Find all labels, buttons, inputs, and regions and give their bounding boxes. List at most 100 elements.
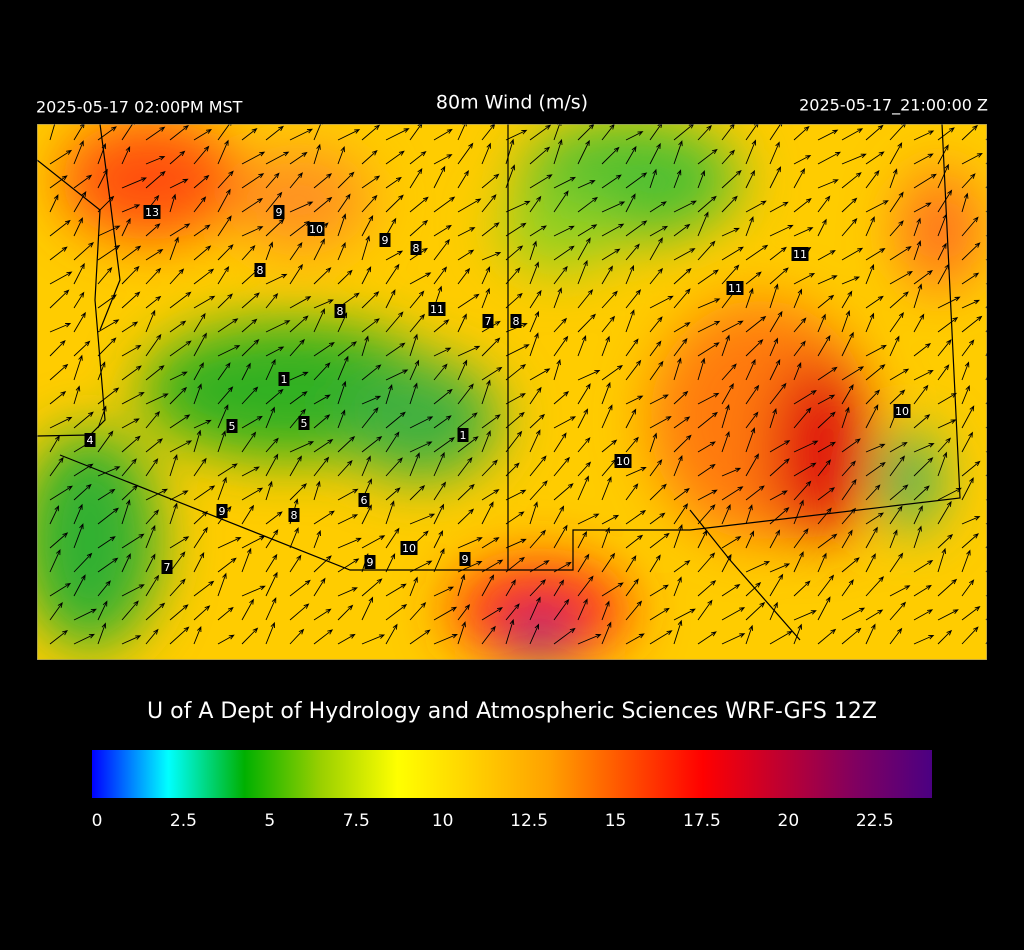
wind-arrow	[769, 283, 779, 309]
wind-arrow	[769, 310, 783, 333]
wind-arrow	[673, 503, 689, 525]
wind-arrow	[409, 441, 433, 453]
wind-arrow	[601, 514, 620, 525]
wind-arrow	[553, 483, 574, 501]
wind-arrow	[985, 522, 987, 525]
wind-arrow	[649, 201, 667, 213]
wind-arrow	[361, 175, 381, 189]
wind-arrow	[313, 341, 335, 357]
wind-arrow	[121, 458, 137, 477]
wind-arrow	[505, 222, 527, 237]
wind-arrow	[433, 503, 445, 525]
wind-arrow	[769, 407, 777, 429]
wind-arrow	[505, 344, 530, 357]
wind-arrow	[817, 218, 827, 237]
wind-arrow	[265, 358, 276, 381]
wind-arrow	[73, 385, 81, 405]
wind-arrow	[433, 196, 456, 213]
wind-arrow	[697, 298, 721, 309]
wind-arrow	[601, 381, 611, 405]
wind-arrow	[865, 263, 875, 285]
wind-arrow	[985, 209, 987, 213]
wind-arrow	[985, 137, 987, 141]
wind-arrow	[913, 609, 934, 621]
wind-arrow	[745, 287, 754, 309]
wind-arrow	[193, 268, 215, 285]
wind-arrow	[193, 383, 202, 405]
wind-arrow	[937, 451, 948, 477]
station-value: 8	[413, 242, 420, 255]
wind-arrow	[289, 172, 303, 189]
wind-arrow	[337, 604, 354, 621]
wind-arrow	[841, 557, 860, 573]
wind-arrow	[817, 411, 836, 429]
wind-arrow	[721, 536, 742, 549]
wind-arrow	[145, 524, 156, 549]
wind-arrow	[577, 180, 596, 189]
wind-arrow	[985, 544, 987, 549]
wind-arrow	[97, 337, 117, 357]
station-value: 9	[462, 553, 469, 566]
wind-arrow	[385, 369, 409, 381]
wind-arrow	[673, 357, 682, 381]
wind-arrow	[793, 317, 807, 333]
colorbar-ticks: 0 2.5 5 7.5 10 12.5 15 17.5 20 22.5	[92, 811, 894, 831]
wind-arrow	[313, 299, 334, 309]
wind-arrow	[769, 267, 789, 285]
wind-arrow	[337, 459, 353, 477]
wind-arrow	[505, 129, 528, 141]
wind-arrow	[625, 289, 642, 309]
station-box	[457, 428, 469, 442]
wind-arrow	[145, 295, 162, 309]
wind-arrow	[553, 225, 575, 237]
wind-arrow	[673, 124, 695, 141]
wind-arrow	[121, 177, 147, 189]
wind-arrow	[241, 547, 252, 573]
station-value: 8	[337, 305, 344, 318]
wind-arrow	[217, 463, 238, 477]
wind-arrow	[457, 142, 474, 165]
wind-arrow	[193, 196, 207, 213]
wind-arrow	[769, 440, 791, 453]
wind-arrow	[121, 365, 142, 381]
wind-arrow	[217, 170, 234, 189]
station-box	[459, 552, 471, 566]
wind-arrow	[721, 403, 730, 429]
wind-arrow	[481, 142, 491, 165]
wind-arrow	[865, 364, 886, 381]
wind-arrow	[289, 296, 312, 309]
wind-arrow	[961, 516, 981, 525]
wind-arrow	[193, 145, 210, 165]
wind-arrow	[817, 294, 835, 309]
wind-arrow	[145, 223, 161, 237]
wind-arrow	[625, 600, 643, 621]
wind-arrow	[457, 267, 471, 285]
wind-arrow	[145, 574, 160, 597]
wind-arrow	[577, 408, 589, 429]
wind-arrow	[745, 271, 762, 285]
station-box	[726, 281, 744, 295]
wind-arrow	[865, 404, 879, 429]
wind-arrow	[577, 437, 591, 453]
wind-arrow	[505, 511, 525, 525]
wind-arrow	[217, 139, 229, 165]
station-box	[143, 205, 161, 219]
wind-arrow	[601, 335, 610, 357]
wind-arrow	[529, 368, 551, 381]
wind-arrow	[793, 168, 806, 189]
wind-arrow	[913, 560, 934, 573]
wind-arrow	[817, 441, 836, 453]
wind-arrow	[145, 309, 156, 333]
wind-arrow	[697, 342, 720, 357]
wind-arrow	[457, 345, 481, 357]
wind-arrow	[481, 266, 491, 285]
wind-arrow	[673, 487, 690, 501]
wind-arrow	[985, 473, 987, 477]
wind-arrow	[313, 143, 321, 165]
wind-arrow	[529, 332, 539, 357]
wind-arrow	[769, 337, 778, 357]
wind-arrow	[457, 313, 467, 333]
wind-arrow	[385, 250, 404, 261]
wind-arrow	[529, 501, 538, 525]
wind-arrow	[889, 389, 906, 405]
